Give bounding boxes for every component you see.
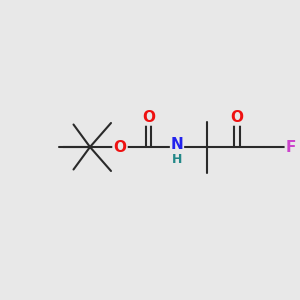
Text: O: O: [142, 110, 155, 124]
Text: O: O: [230, 110, 244, 124]
Text: O: O: [113, 140, 127, 154]
Text: F: F: [286, 140, 296, 154]
Text: H: H: [172, 152, 182, 166]
Text: N: N: [171, 137, 183, 152]
